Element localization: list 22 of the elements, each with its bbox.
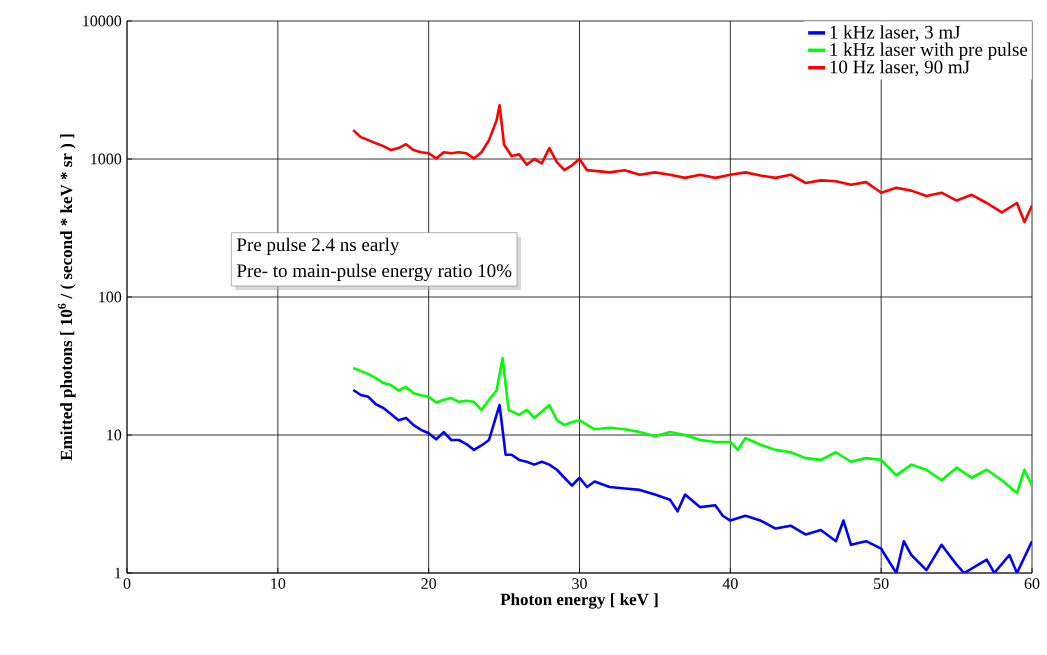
x-tick-label: 20 (421, 578, 437, 589)
annotation: Pre- to main-pulse energy ratio 10% (236, 263, 512, 281)
y-tick-label: 10 (107, 429, 122, 441)
x-tick-label: 60 (1024, 578, 1040, 589)
x-tick-label: 10 (271, 578, 286, 589)
y-tick-label: 100 (99, 291, 122, 303)
legend-label: 10 Hz laser, 90 mJ (830, 60, 970, 77)
annotation: Pre pulse 2.4 ns early (236, 237, 400, 255)
line-series (351, 356, 1032, 495)
x-axis-title: Photon energy [ keV ] (500, 593, 658, 609)
x-tick-label: 40 (722, 578, 738, 589)
line-series (351, 388, 1032, 573)
y-tick-label: 1000 (91, 153, 122, 165)
y-tick-label: 1 (115, 567, 121, 579)
x-tick-label: 30 (572, 578, 587, 589)
legend-label: 1 kHz laser with pre pulse (830, 42, 1028, 60)
y-tick-label: 10000 (83, 15, 122, 27)
y-axis-title: Emitted photons [ 10$^{6}$ / ( second * keV * sr ) ] (57, 134, 76, 461)
x-tick-label: 50 (874, 578, 889, 589)
legend-label: 1 kHz laser, 3 mJ (830, 25, 961, 42)
line-series (351, 104, 1032, 224)
x-tick-label: 0 (123, 578, 131, 589)
